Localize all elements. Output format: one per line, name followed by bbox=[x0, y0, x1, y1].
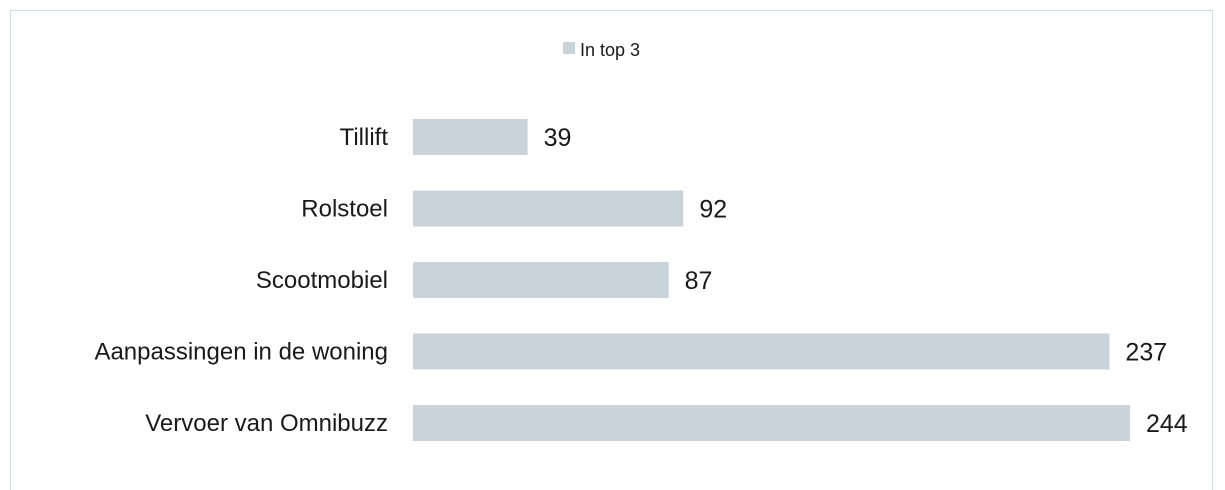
legend: In top 3 bbox=[563, 40, 640, 60]
bar bbox=[413, 119, 528, 155]
data-label: 237 bbox=[1125, 339, 1167, 367]
data-label: 39 bbox=[544, 124, 572, 152]
legend-label: In top 3 bbox=[580, 40, 640, 60]
data-label: 92 bbox=[699, 196, 727, 224]
bar bbox=[413, 405, 1130, 441]
category-label: Tillift bbox=[340, 124, 389, 151]
category-label: Rolstoel bbox=[301, 196, 388, 223]
plot-area: Tillift 39 Rolstoel 92 Scootmobiel 87 Aanpassi… bbox=[94, 119, 1188, 441]
category-label: Scootmobiel bbox=[256, 267, 388, 294]
data-label: 87 bbox=[685, 267, 713, 295]
bar bbox=[413, 262, 669, 298]
legend-swatch bbox=[563, 42, 575, 54]
category-label: Aanpassingen in de woning bbox=[94, 339, 388, 366]
chart-frame bbox=[10, 10, 1213, 490]
bar bbox=[413, 190, 684, 227]
category-label: Vervoer van Omnibuzz bbox=[145, 410, 388, 437]
bar bbox=[413, 333, 1110, 370]
data-label: 244 bbox=[1146, 410, 1188, 438]
